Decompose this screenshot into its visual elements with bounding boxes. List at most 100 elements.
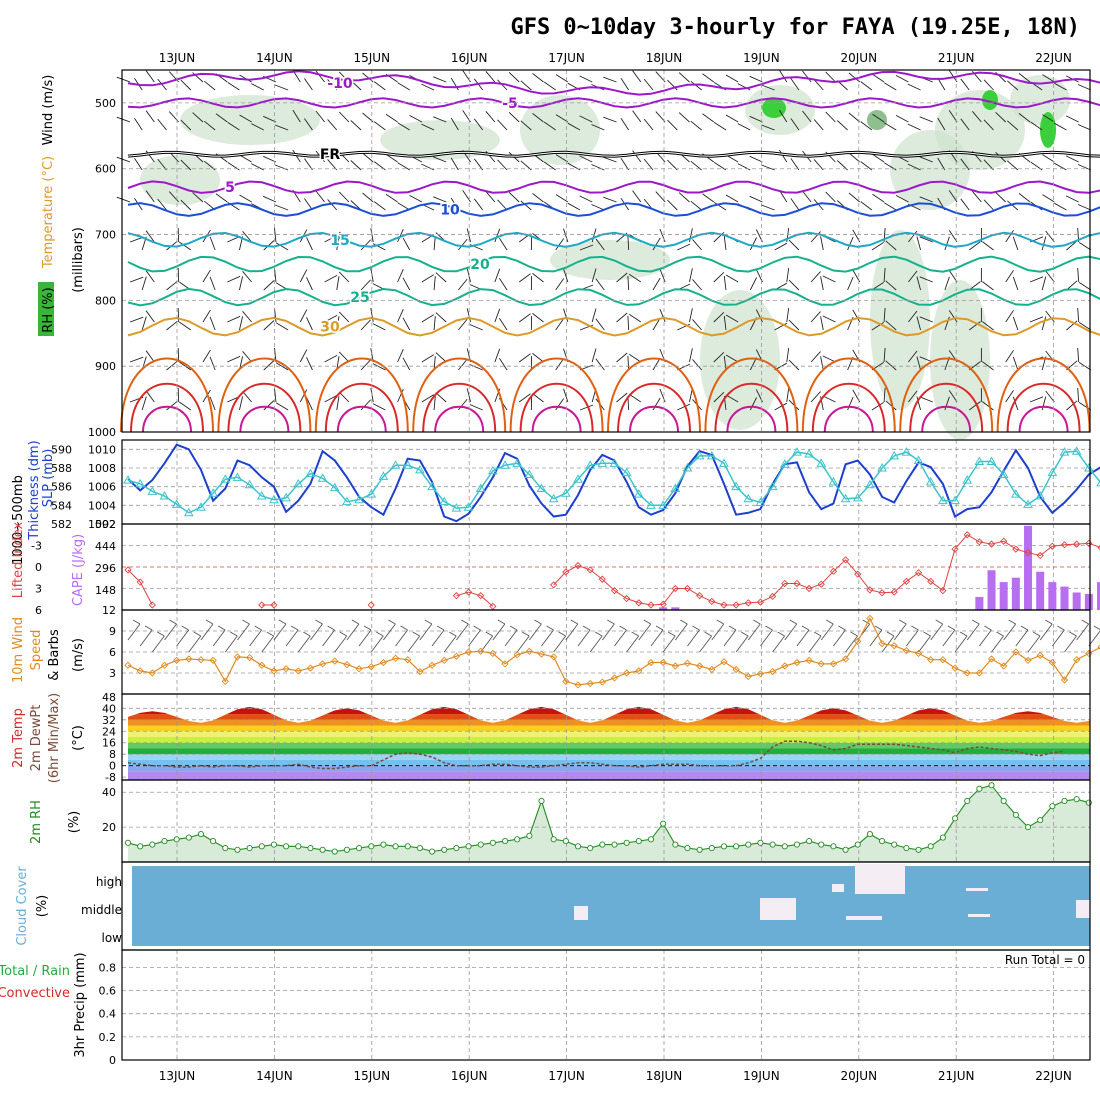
rh-marker xyxy=(501,838,509,845)
wind-barb xyxy=(327,79,338,91)
wind-barb xyxy=(433,236,436,251)
wind10m-barb-flag xyxy=(363,625,372,631)
wind-barb xyxy=(916,356,921,371)
boundary-layer-contour xyxy=(422,382,497,433)
rh-marker xyxy=(331,848,338,855)
wind10m-barb xyxy=(650,629,664,647)
panel-upper-air: -10 -5 FR 5 10 15 20 25 30 500 600 700 800 900 1000 RH … xyxy=(38,69,1100,440)
thickness-marker xyxy=(281,492,291,502)
wind10m-barb xyxy=(747,623,761,641)
isotherm-label: -5 xyxy=(502,96,518,112)
rh-marker xyxy=(550,836,557,843)
wind10m-marker xyxy=(489,649,497,658)
wind-barb xyxy=(1077,387,1080,403)
wind10m-barb xyxy=(480,635,494,653)
wind-barb xyxy=(532,273,544,283)
wind-barb xyxy=(822,395,836,403)
rh-marker xyxy=(514,836,521,843)
thickness-marker xyxy=(560,488,571,497)
wind-barb xyxy=(860,161,873,171)
thickness-marker xyxy=(816,458,827,467)
lifted-index-marker xyxy=(124,566,132,574)
isotherm-label: 5 xyxy=(225,180,235,196)
wind10m-barb-flag xyxy=(716,619,725,625)
temp-band xyxy=(128,714,1090,720)
thickness-marker xyxy=(974,456,985,465)
isotherm-line xyxy=(127,97,1100,109)
wind-barb xyxy=(885,360,897,371)
wind10m-barb-flag xyxy=(412,631,420,637)
wind-barb xyxy=(563,268,569,283)
wind-barb xyxy=(555,278,565,291)
wind-barb xyxy=(667,199,678,211)
wind-barb xyxy=(579,155,593,163)
lifted-index-marker xyxy=(562,568,570,576)
rh-marker xyxy=(149,841,156,848)
wind-barb xyxy=(242,271,252,283)
cloud-clear-patch xyxy=(832,884,844,892)
wind10m-marker xyxy=(732,665,740,674)
wind-barb xyxy=(402,277,411,291)
wind-barb xyxy=(786,348,790,363)
wind-barb xyxy=(409,115,423,123)
isotherm-line-core xyxy=(127,151,1100,157)
ylabel-slp: SLP (mb) xyxy=(41,449,56,508)
rh-marker xyxy=(210,838,217,845)
thickness-marker xyxy=(354,494,364,504)
wind10m-barb-flag xyxy=(850,631,858,637)
lifted-index-marker xyxy=(902,577,911,585)
rh-marker xyxy=(1012,811,1019,818)
wind-barb xyxy=(372,403,386,411)
wind-barb xyxy=(435,272,447,283)
wind10m-barb xyxy=(833,629,846,647)
wind-barb xyxy=(239,194,252,203)
rh-marker xyxy=(1085,799,1092,806)
ylabel-2m-dewpt: 2m DewPt xyxy=(29,705,44,772)
wind-barb xyxy=(306,237,313,251)
thickness-marker xyxy=(767,481,778,491)
wind-barb xyxy=(749,397,758,411)
wind-barb xyxy=(543,161,556,171)
wind-barb xyxy=(166,400,178,411)
temp-band xyxy=(128,759,1090,766)
wind-barb xyxy=(1005,230,1014,243)
wind-barb xyxy=(652,357,661,371)
thickness-marker xyxy=(329,482,340,492)
wind-barb xyxy=(458,398,468,411)
wind-barb xyxy=(885,400,897,411)
wind-barb xyxy=(1078,242,1092,251)
wind10m-marker xyxy=(708,665,716,674)
thickness-marker xyxy=(196,502,206,511)
boundary-layer-contour xyxy=(324,382,399,433)
wind-barb xyxy=(872,153,885,163)
ylabel-6hr-minmax: (6hr Min/Max) xyxy=(47,693,62,783)
wind-barb xyxy=(761,84,775,91)
y-tick-temp: -8 xyxy=(105,771,116,784)
wind-barb xyxy=(134,158,143,171)
thickness-marker xyxy=(962,475,973,484)
wind10m-barb-flag xyxy=(1081,619,1089,625)
wind-barb xyxy=(180,79,192,91)
wind10m-barb xyxy=(1051,629,1065,647)
wind-barb xyxy=(960,158,970,171)
wind10m-marker xyxy=(355,665,363,673)
wind-barb xyxy=(494,308,501,323)
wind10m-barb-flag xyxy=(509,625,518,631)
wind-barb xyxy=(402,357,411,371)
wind10m-barb xyxy=(784,623,798,641)
wind-barb xyxy=(678,192,690,203)
wind-barb xyxy=(157,118,167,131)
wind-barb xyxy=(202,349,211,363)
wind10m-barb xyxy=(164,623,177,641)
wind-barb xyxy=(628,273,642,283)
thickness-marker xyxy=(135,478,146,488)
wind-barb xyxy=(251,83,264,91)
rh-marker xyxy=(939,834,946,841)
temp-band xyxy=(128,708,1090,715)
rh-marker xyxy=(404,843,411,850)
wind-barb xyxy=(895,115,909,123)
wind10m-barb xyxy=(261,635,275,653)
lifted-index-marker xyxy=(464,588,473,596)
wind-barb xyxy=(1012,316,1019,331)
